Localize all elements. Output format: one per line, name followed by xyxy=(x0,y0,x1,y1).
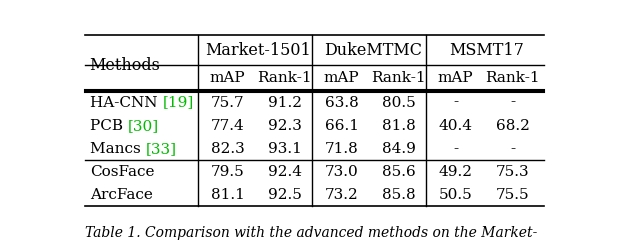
Text: 91.2: 91.2 xyxy=(268,95,301,109)
Text: HA-CNN: HA-CNN xyxy=(90,95,163,109)
Text: 63.8: 63.8 xyxy=(324,95,358,109)
Text: Mancs: Mancs xyxy=(90,142,145,155)
Text: 77.4: 77.4 xyxy=(211,118,244,132)
Text: -: - xyxy=(510,142,515,155)
Text: -: - xyxy=(453,142,458,155)
Text: [19]: [19] xyxy=(163,95,193,109)
Text: 73.0: 73.0 xyxy=(324,164,358,178)
Text: Table 1. Comparison with the advanced methods on the Market-: Table 1. Comparison with the advanced me… xyxy=(85,226,538,239)
Text: 49.2: 49.2 xyxy=(439,164,473,178)
Text: 71.8: 71.8 xyxy=(324,142,358,155)
Text: 85.6: 85.6 xyxy=(382,164,415,178)
Text: 92.4: 92.4 xyxy=(268,164,301,178)
Text: 80.5: 80.5 xyxy=(382,95,415,109)
Text: MSMT17: MSMT17 xyxy=(449,42,524,59)
Text: 75.7: 75.7 xyxy=(211,95,244,109)
Text: -: - xyxy=(453,95,458,109)
Text: mAP: mAP xyxy=(324,71,360,85)
Text: CosFace: CosFace xyxy=(90,164,154,178)
Text: ArcFace: ArcFace xyxy=(90,188,153,202)
Text: 92.3: 92.3 xyxy=(268,118,301,132)
Text: 79.5: 79.5 xyxy=(211,164,244,178)
Text: [30]: [30] xyxy=(128,118,159,132)
Text: 68.2: 68.2 xyxy=(496,118,530,132)
Text: 81.8: 81.8 xyxy=(382,118,415,132)
Text: Rank-1: Rank-1 xyxy=(257,71,312,85)
Text: 75.3: 75.3 xyxy=(496,164,529,178)
Text: PCB: PCB xyxy=(90,118,128,132)
Text: 73.2: 73.2 xyxy=(324,188,358,202)
Text: 75.5: 75.5 xyxy=(496,188,529,202)
Text: -: - xyxy=(510,95,515,109)
Text: DukeMTMC: DukeMTMC xyxy=(324,42,422,59)
Text: 66.1: 66.1 xyxy=(324,118,358,132)
Text: 92.5: 92.5 xyxy=(268,188,301,202)
Text: mAP: mAP xyxy=(210,71,245,85)
Text: 81.1: 81.1 xyxy=(211,188,244,202)
Text: 85.8: 85.8 xyxy=(382,188,415,202)
Text: 40.4: 40.4 xyxy=(439,118,473,132)
Text: Rank-1: Rank-1 xyxy=(486,71,540,85)
Text: Market-1501: Market-1501 xyxy=(205,42,312,59)
Text: mAP: mAP xyxy=(438,71,474,85)
Text: Rank-1: Rank-1 xyxy=(371,71,426,85)
Text: 93.1: 93.1 xyxy=(268,142,301,155)
Text: 50.5: 50.5 xyxy=(439,188,472,202)
Text: [33]: [33] xyxy=(145,142,177,155)
Text: 82.3: 82.3 xyxy=(211,142,244,155)
Text: 84.9: 84.9 xyxy=(381,142,415,155)
Text: Methods: Methods xyxy=(89,57,160,74)
